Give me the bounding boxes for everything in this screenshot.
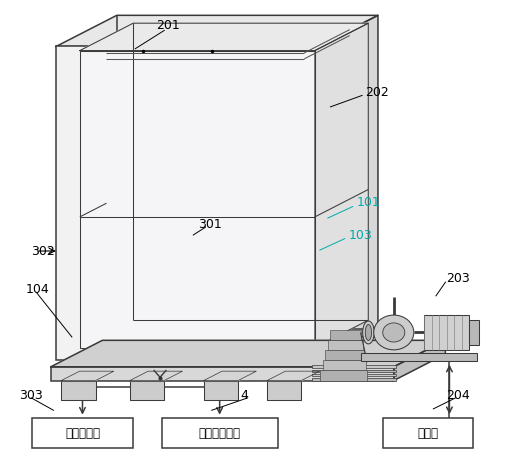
Bar xyxy=(80,50,315,347)
Bar xyxy=(424,315,469,350)
Text: 电磁流量计: 电磁流量计 xyxy=(65,426,100,440)
Bar xyxy=(323,360,366,370)
Circle shape xyxy=(383,323,405,342)
Bar xyxy=(361,353,477,361)
Bar xyxy=(130,381,164,400)
Bar xyxy=(331,330,361,340)
Text: 202: 202 xyxy=(365,86,388,99)
Polygon shape xyxy=(130,371,183,381)
Polygon shape xyxy=(315,23,368,347)
Bar xyxy=(312,378,396,381)
Text: 302: 302 xyxy=(31,245,55,257)
Text: 204: 204 xyxy=(446,389,470,402)
Bar xyxy=(51,367,394,381)
Bar xyxy=(312,374,396,376)
Text: 203: 203 xyxy=(446,273,470,285)
Text: 303: 303 xyxy=(19,389,43,402)
Bar xyxy=(61,381,96,400)
Text: 水质监控系统: 水质监控系统 xyxy=(199,426,241,440)
Bar xyxy=(312,365,396,368)
Bar xyxy=(328,340,363,350)
Polygon shape xyxy=(80,23,368,50)
Ellipse shape xyxy=(363,321,374,344)
Bar xyxy=(469,319,479,345)
Polygon shape xyxy=(394,340,445,381)
Bar xyxy=(162,418,278,448)
Polygon shape xyxy=(204,371,257,381)
Text: 201: 201 xyxy=(157,19,180,33)
Text: 104: 104 xyxy=(26,283,50,297)
Circle shape xyxy=(373,315,414,350)
Text: 103: 103 xyxy=(349,229,372,242)
Polygon shape xyxy=(56,15,378,46)
Text: 控制台: 控制台 xyxy=(417,426,439,440)
Bar xyxy=(312,369,396,372)
Bar xyxy=(204,381,238,400)
Bar xyxy=(32,418,133,448)
Bar xyxy=(383,418,473,448)
Text: 101: 101 xyxy=(357,196,380,209)
Polygon shape xyxy=(317,15,378,360)
Polygon shape xyxy=(61,371,114,381)
Polygon shape xyxy=(51,340,445,367)
Text: 4: 4 xyxy=(241,389,249,402)
Text: 301: 301 xyxy=(198,218,222,230)
Ellipse shape xyxy=(365,325,371,341)
Bar xyxy=(267,381,302,400)
Bar xyxy=(320,370,367,381)
Polygon shape xyxy=(267,371,320,381)
Bar xyxy=(325,350,364,360)
Bar xyxy=(56,46,317,360)
